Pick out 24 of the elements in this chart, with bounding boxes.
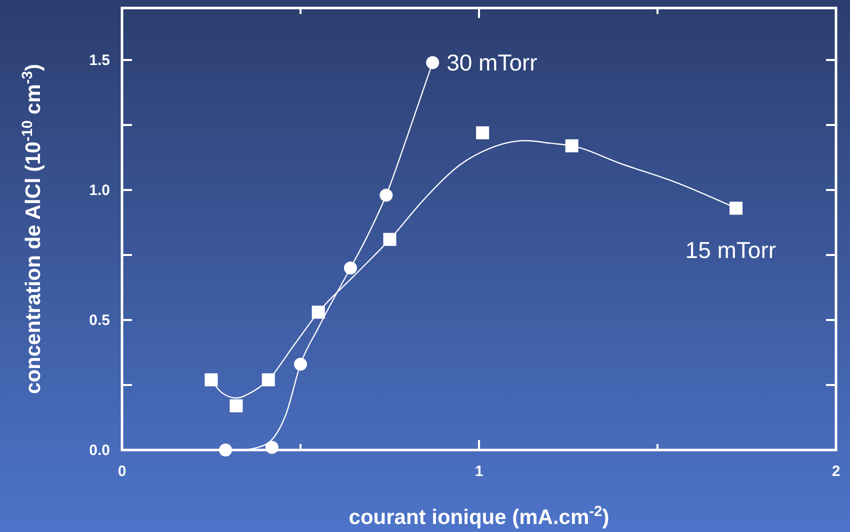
point (344, 262, 357, 274)
x-tick-label: 2 (832, 463, 840, 480)
series-label: 30 mTorr (446, 50, 538, 76)
point (262, 373, 275, 386)
point (219, 444, 232, 456)
point (380, 188, 393, 202)
point (294, 358, 307, 371)
x-tick-label: 1 (474, 463, 484, 480)
point (730, 202, 743, 215)
y-tick-label: 0.5 (89, 312, 110, 329)
point (230, 399, 243, 412)
y-tick-label: 0.0 (89, 442, 110, 459)
point (476, 126, 490, 140)
y-tick-label: 1.5 (89, 52, 110, 69)
point (265, 440, 278, 454)
point (204, 373, 218, 386)
point (426, 56, 440, 70)
point (565, 139, 578, 152)
x-axis-title: courant ionique (mA.cm$^{-2}$) (348, 504, 610, 529)
legend-label: 15 mTorr (685, 237, 776, 264)
x-tick-label: 0 (118, 463, 126, 480)
point (312, 306, 325, 319)
y-tick-label: 1.0 (89, 182, 110, 199)
point (383, 232, 396, 246)
